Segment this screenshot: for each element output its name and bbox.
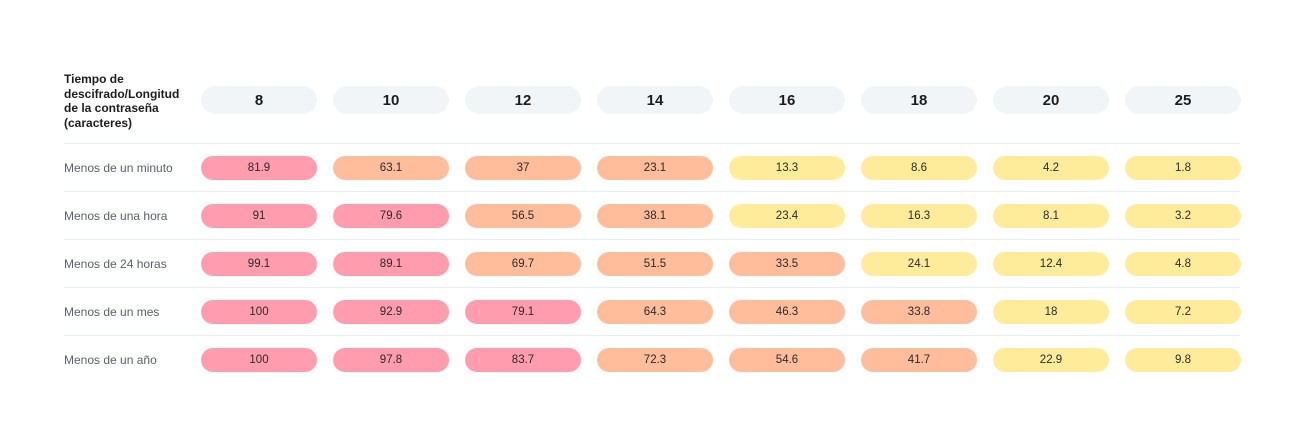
data-cell: 8.1	[993, 204, 1109, 228]
data-cell: 23.4	[729, 204, 845, 228]
data-cell: 1.8	[1125, 156, 1241, 180]
column-header-18: 18	[861, 86, 977, 114]
column-header-20: 20	[993, 86, 1109, 114]
data-cell: 22.9	[993, 348, 1109, 372]
data-cell: 51.5	[597, 252, 713, 276]
data-cell: 91	[201, 204, 317, 228]
data-cell: 72.3	[597, 348, 713, 372]
data-cell: 9.8	[1125, 348, 1241, 372]
data-cell: 18	[993, 300, 1109, 324]
corner-label: Tiempo de descifrado/Longitud de la cont…	[64, 72, 180, 130]
data-cell: 23.1	[597, 156, 713, 180]
data-cell: 24.1	[861, 252, 977, 276]
data-cell: 100	[201, 348, 317, 372]
data-cell: 13.3	[729, 156, 845, 180]
column-header-12: 12	[465, 86, 581, 114]
data-cell: 92.9	[333, 300, 449, 324]
row-label: Menos de un año	[64, 353, 157, 367]
data-cell: 4.2	[993, 156, 1109, 180]
data-cell: 100	[201, 300, 317, 324]
row-label: Menos de una hora	[64, 209, 168, 223]
data-cell: 41.7	[861, 348, 977, 372]
data-cell: 56.5	[465, 204, 581, 228]
data-cell: 83.7	[465, 348, 581, 372]
row-label: Menos de 24 horas	[64, 257, 167, 271]
data-cell: 97.8	[333, 348, 449, 372]
row-label: Menos de un minuto	[64, 161, 173, 175]
data-cell: 37	[465, 156, 581, 180]
data-cell: 7.2	[1125, 300, 1241, 324]
data-cell: 69.7	[465, 252, 581, 276]
data-cell: 16.3	[861, 204, 977, 228]
row-divider	[64, 143, 1240, 144]
data-cell: 8.6	[861, 156, 977, 180]
row-divider	[64, 191, 1240, 192]
data-cell: 3.2	[1125, 204, 1241, 228]
data-cell: 63.1	[333, 156, 449, 180]
row-divider	[64, 335, 1240, 336]
row-divider	[64, 287, 1240, 288]
data-cell: 54.6	[729, 348, 845, 372]
data-cell: 79.1	[465, 300, 581, 324]
column-header-16: 16	[729, 86, 845, 114]
data-cell: 12.4	[993, 252, 1109, 276]
data-cell: 64.3	[597, 300, 713, 324]
data-cell: 38.1	[597, 204, 713, 228]
column-header-25: 25	[1125, 86, 1241, 114]
row-label: Menos de un mes	[64, 305, 160, 319]
data-cell: 33.8	[861, 300, 977, 324]
column-header-14: 14	[597, 86, 713, 114]
data-cell: 46.3	[729, 300, 845, 324]
column-header-8: 8	[201, 86, 317, 114]
column-header-10: 10	[333, 86, 449, 114]
data-cell: 81.9	[201, 156, 317, 180]
data-cell: 4.8	[1125, 252, 1241, 276]
row-divider	[64, 239, 1240, 240]
data-cell: 79.6	[333, 204, 449, 228]
data-cell: 99.1	[201, 252, 317, 276]
data-cell: 33.5	[729, 252, 845, 276]
data-cell: 89.1	[333, 252, 449, 276]
